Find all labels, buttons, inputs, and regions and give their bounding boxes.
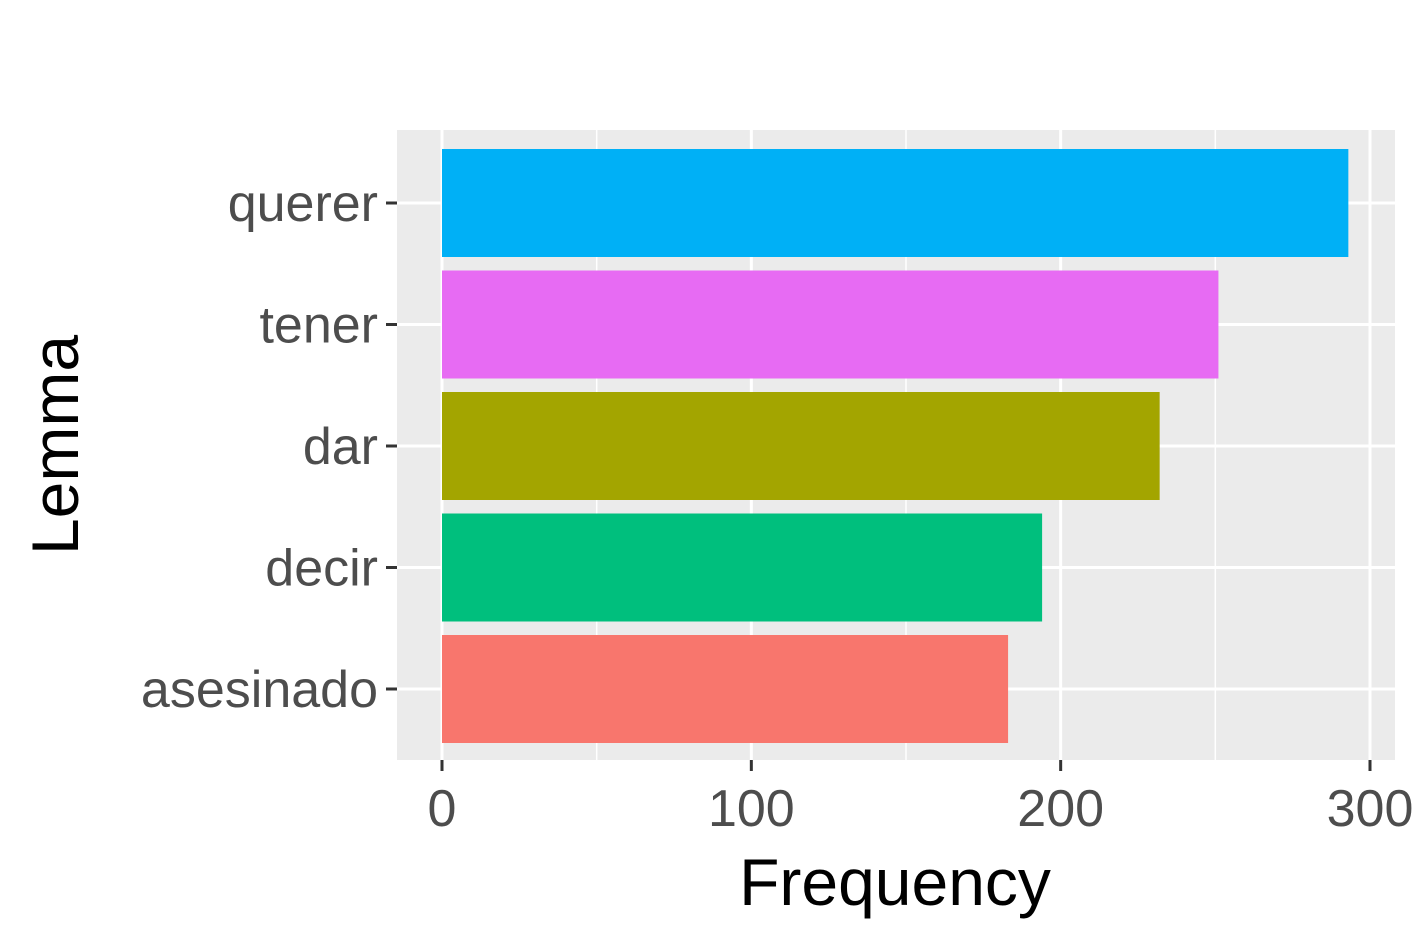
- x-tick-label: 0: [428, 780, 457, 838]
- y-tick-label: tener: [259, 297, 378, 355]
- bar-asesinado: [442, 635, 1009, 743]
- bars: [442, 149, 1349, 743]
- bar-tener: [442, 270, 1219, 379]
- x-tick-label: 200: [1017, 780, 1104, 838]
- y-axis-title: Lemma: [18, 335, 92, 555]
- y-tick-label: dar: [303, 418, 378, 476]
- y-tick-label: querer: [228, 175, 378, 233]
- x-axis-title: Frequency: [739, 845, 1051, 919]
- axes: querer tener dar decir asesinado 0 100 200 300: [141, 175, 1413, 838]
- x-tick-label: 100: [708, 780, 795, 838]
- bar-decir: [442, 513, 1043, 622]
- x-tick-label: 300: [1327, 780, 1414, 838]
- y-tick-label: asesinado: [141, 661, 378, 719]
- bar-dar: [442, 392, 1160, 500]
- y-tick-label: decir: [265, 540, 378, 598]
- bar-querer: [442, 149, 1349, 257]
